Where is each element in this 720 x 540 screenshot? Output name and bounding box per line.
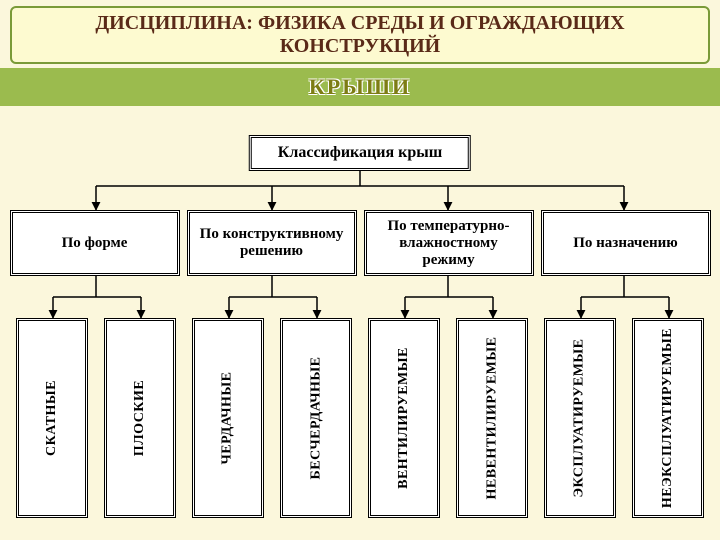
category-label: По форме (62, 235, 128, 252)
leaf-label: ПЛОСКИЕ (132, 380, 148, 456)
leaf-node: НЕЭКСПЛУАТИРУЕМЫЕ (632, 318, 704, 518)
subtitle-text: КРЫШИ (309, 74, 411, 100)
leaf-node: ПЛОСКИЕ (104, 318, 176, 518)
leaf-node: НЕВЕНТИЛИРУЕМЫЕ (456, 318, 528, 518)
leaf-label: НЕВЕНТИЛИРУЕМЫЕ (484, 337, 500, 500)
discipline-title: ДИСЦИПЛИНА: ФИЗИКА СРЕДЫ И ОГРАЖДАЮЩИХ К… (10, 6, 710, 64)
leaf-label: ЧЕРДАЧНЫЕ (220, 371, 236, 464)
leaf-node: ЭКСПЛУАТИРУЕМЫЕ (544, 318, 616, 518)
category-label: По конструктивному решению (196, 226, 348, 260)
category-node: По температурно-влажностному режиму (364, 210, 534, 276)
leaf-label: ВЕНТИЛИРУЕМЫЕ (396, 347, 412, 489)
category-node: По конструктивному решению (187, 210, 357, 276)
discipline-title-text: ДИСЦИПЛИНА: ФИЗИКА СРЕДЫ И ОГРАЖДАЮЩИХ К… (95, 12, 624, 57)
category-label: По температурно-влажностному режиму (373, 218, 525, 269)
root-node: Классификация крыш (249, 135, 471, 171)
leaf-label: СКАТНЫЕ (44, 380, 60, 456)
leaf-label: БЕСЧЕРДАЧНЫЕ (308, 357, 324, 480)
leaf-label: ЭКСПЛУАТИРУЕМЫЕ (572, 338, 588, 497)
root-label: Классификация крыш (278, 144, 442, 161)
category-label: По назначению (573, 235, 678, 252)
leaf-node: ЧЕРДАЧНЫЕ (192, 318, 264, 518)
category-node: По назначению (541, 210, 711, 276)
leaf-node: ВЕНТИЛИРУЕМЫЕ (368, 318, 440, 518)
subtitle-band: КРЫШИ (0, 68, 720, 106)
category-row: По форме По конструктивному решению По т… (0, 210, 720, 276)
leaf-row: СКАТНЫЕ ПЛОСКИЕ ЧЕРДАЧНЫЕ БЕСЧЕРДАЧНЫЕ В… (0, 318, 720, 526)
leaf-label: НЕЭКСПЛУАТИРУЕМЫЕ (660, 328, 676, 508)
leaf-node: СКАТНЫЕ (16, 318, 88, 518)
leaf-node: БЕСЧЕРДАЧНЫЕ (280, 318, 352, 518)
category-node: По форме (10, 210, 180, 276)
